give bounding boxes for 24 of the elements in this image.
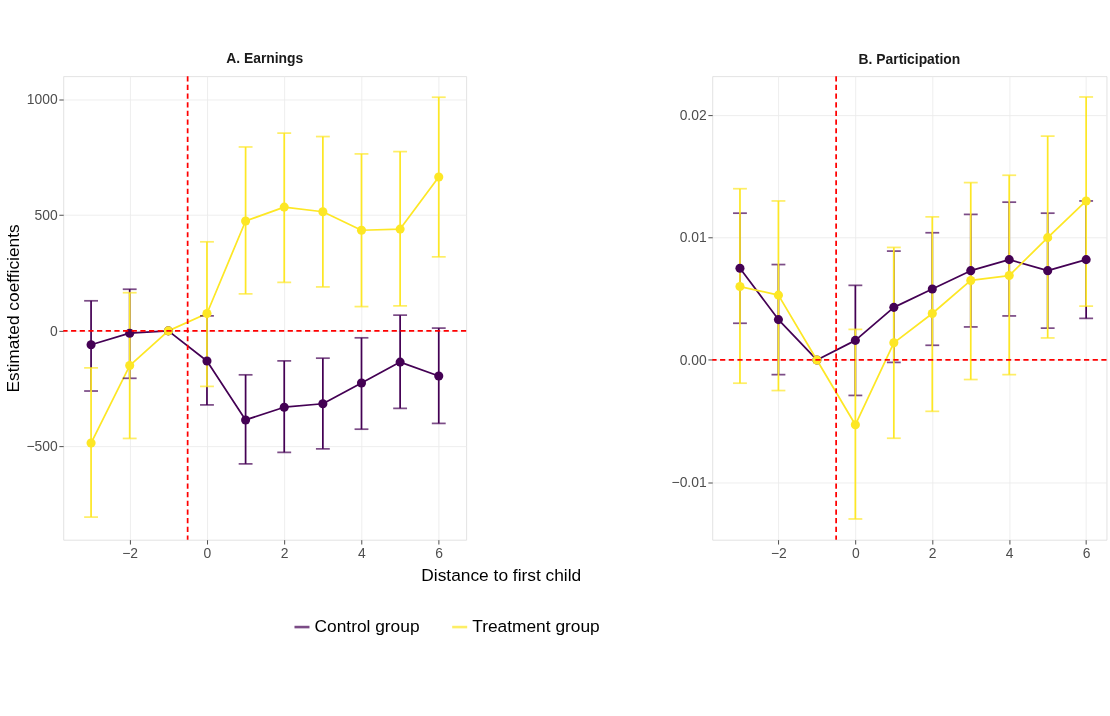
y-tick-label: −500: [26, 438, 58, 455]
y-axis-title: Estimated coefficients: [3, 223, 24, 393]
y-tick-label: 1000: [26, 91, 58, 108]
legend-label: Control group: [314, 616, 420, 637]
chart-title: B. Participation: [858, 51, 961, 68]
x-tick-label: 2: [280, 544, 289, 561]
x-tick-label: 0: [203, 544, 212, 561]
x-tick-label: 6: [1082, 544, 1091, 561]
y-tick-label: 500: [34, 206, 58, 223]
x-tick-label: 0: [851, 544, 860, 561]
x-tick-label: 2: [928, 544, 937, 561]
y-tick-label: 0: [49, 322, 58, 339]
x-tick-label: 6: [435, 544, 444, 561]
x-tick-label: −2: [122, 544, 139, 561]
y-tick-label: 0.02: [679, 107, 707, 124]
y-tick-label: 0.00: [679, 351, 707, 368]
y-tick-label: −0.01: [671, 474, 707, 491]
x-tick-label: 4: [358, 544, 367, 561]
y-tick-label: 0.01: [679, 229, 707, 246]
legend-label: Treatment group: [472, 616, 600, 637]
x-axis-title: Distance to first child: [421, 564, 582, 585]
x-tick-label: 4: [1005, 544, 1014, 561]
chart-title: A. Earnings: [226, 49, 304, 66]
x-tick-label: −2: [770, 544, 788, 561]
